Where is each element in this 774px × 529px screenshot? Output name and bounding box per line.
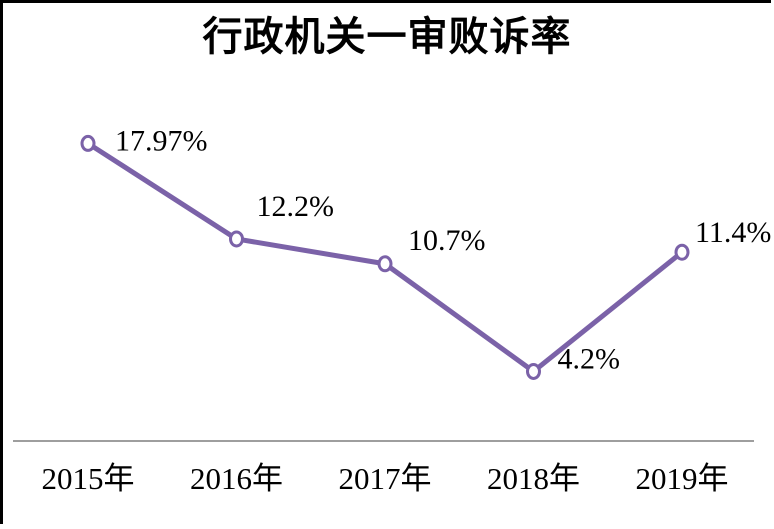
data-point-marker [674,243,690,261]
chart-title: 行政机关一审败诉率 [202,15,572,59]
x-axis-tick-label: 2018年 [487,461,580,496]
data-point-label: 11.4% [695,216,771,249]
frame-top-border [0,0,771,3]
data-point-marker [229,230,244,248]
x-axis-tick-label: 2016年 [190,461,283,496]
data-point-marker [526,362,541,380]
data-point-label: 4.2% [558,342,621,375]
data-point-label: 12.2% [257,190,335,223]
data-point-label: 10.7% [408,224,486,257]
data-point-marker [80,134,96,152]
x-axis-tick-label: 2015年 [42,461,135,496]
frame-left-border [0,0,3,524]
data-point-marker [377,255,393,273]
x-axis-tick-label: 2019年 [636,461,729,496]
x-axis-tick-label: 2017年 [339,461,432,496]
data-point-label: 17.97% [115,124,208,157]
